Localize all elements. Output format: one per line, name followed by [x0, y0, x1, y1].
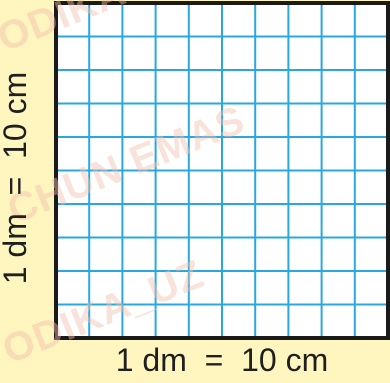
side-dimension-label: 1 dm = 10 cm [0, 71, 33, 285]
square-border [54, 1, 390, 340]
centimeter-grid-lines [56, 3, 388, 338]
bottom-dimension-label: 1 dm = 10 cm [115, 342, 329, 378]
